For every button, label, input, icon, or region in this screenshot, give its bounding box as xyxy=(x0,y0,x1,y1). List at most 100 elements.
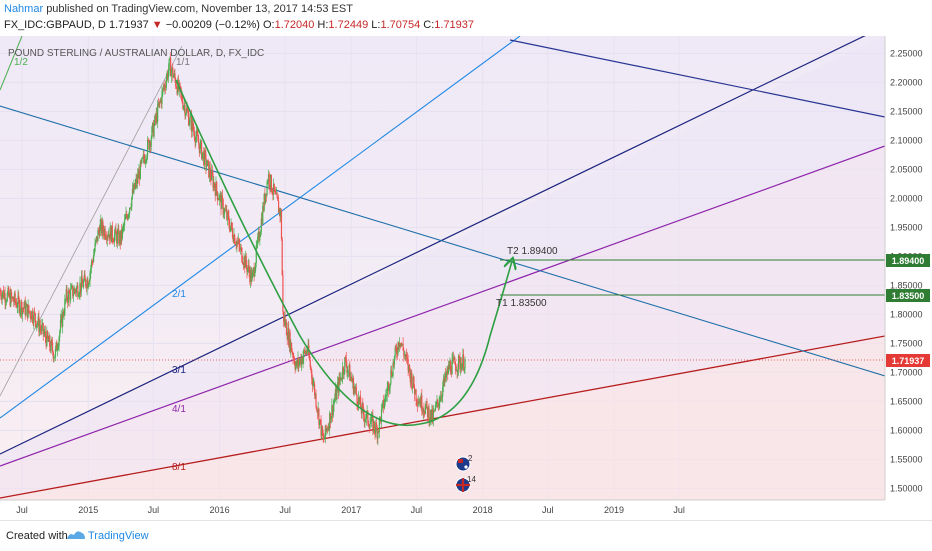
candle-body xyxy=(90,261,93,269)
candle-body xyxy=(303,349,306,352)
candle-body xyxy=(29,312,31,318)
tradingview-logo-icon[interactable] xyxy=(66,528,86,542)
candle-body xyxy=(52,351,54,359)
candle-body xyxy=(40,328,42,331)
flag-au-star-icon xyxy=(464,465,468,469)
candle-body xyxy=(366,410,368,413)
candle-body xyxy=(203,151,205,165)
candle-body xyxy=(44,331,46,339)
price-axis[interactable] xyxy=(885,36,932,500)
candle-body xyxy=(18,300,21,314)
candle-body xyxy=(80,283,82,292)
candle-body xyxy=(171,67,173,71)
candle-body xyxy=(24,301,26,315)
event-flag-uk[interactable]: 14 xyxy=(455,475,476,493)
candle-body xyxy=(447,364,450,375)
candle-body xyxy=(175,79,177,87)
candle-body xyxy=(404,354,406,357)
candle-body xyxy=(37,316,39,324)
candle-body xyxy=(116,233,118,244)
candle-body xyxy=(461,363,463,371)
candle-body xyxy=(160,99,162,104)
candle-body xyxy=(85,286,88,289)
flag-au-stripe xyxy=(458,459,463,463)
candle-body xyxy=(267,181,269,183)
y-tick-label: 2.20000 xyxy=(890,77,923,87)
candle-body xyxy=(127,215,129,220)
candle-body xyxy=(454,358,456,365)
candle-body xyxy=(249,270,252,282)
candle-body xyxy=(8,288,10,297)
event-flag-au[interactable]: 2 xyxy=(455,454,473,472)
candle-body xyxy=(209,167,211,177)
header-bar: Nahmar published on TradingView.com, Nov… xyxy=(0,0,932,36)
candle-body xyxy=(332,405,334,416)
candle-body xyxy=(146,140,149,156)
candle-body xyxy=(311,378,314,386)
candle-body xyxy=(206,160,208,166)
candle-body xyxy=(94,242,96,252)
candle-body xyxy=(270,174,272,189)
candle-body xyxy=(288,327,290,346)
candle-body xyxy=(38,316,40,332)
candle-body xyxy=(28,311,31,313)
candle-body xyxy=(349,376,352,381)
candle-body xyxy=(462,354,464,364)
candle-body xyxy=(77,295,80,297)
candle-body xyxy=(22,307,24,309)
author-link[interactable]: Nahmar xyxy=(4,3,44,15)
candle-body xyxy=(204,150,206,154)
candle-body xyxy=(439,401,441,403)
tradingview-brand[interactable]: TradingView xyxy=(88,530,149,542)
candle-body xyxy=(382,400,384,404)
price-tag-last-text: 1.71937 xyxy=(892,356,925,366)
x-tick-label: 2015 xyxy=(78,505,98,515)
candle-body xyxy=(136,174,139,184)
candle-body xyxy=(369,423,371,429)
candle-body xyxy=(10,292,12,306)
candle-body xyxy=(105,237,107,239)
candle-body xyxy=(296,360,298,366)
candle-body xyxy=(123,225,125,227)
candle-body xyxy=(72,285,74,297)
candle-body xyxy=(107,236,109,237)
candle-body xyxy=(202,151,204,154)
candle-body xyxy=(105,238,108,240)
candle-body xyxy=(345,357,347,366)
candle-body xyxy=(162,88,164,92)
candle-body xyxy=(102,221,104,231)
candle-body xyxy=(82,281,85,288)
price-tag-last: 1.71937 xyxy=(886,354,930,367)
candle-body xyxy=(91,261,93,263)
price-chart[interactable]: 1/2 1/1 2/1 3/1 4/1 8/1 POUND STERLING /… xyxy=(0,36,932,520)
candle-body xyxy=(147,140,149,141)
candle-body xyxy=(439,396,442,402)
x-tick-label: Jul xyxy=(673,505,685,515)
candle-body xyxy=(398,343,401,348)
candle-body xyxy=(130,206,132,209)
candle-body xyxy=(137,174,139,179)
candle-body xyxy=(452,357,454,361)
candle-body xyxy=(365,412,368,419)
candle-body xyxy=(9,293,11,306)
candle-body xyxy=(4,293,6,303)
candle-body xyxy=(299,358,301,362)
candle-body xyxy=(73,288,75,294)
candle-body xyxy=(255,245,257,264)
candle-body xyxy=(51,340,53,344)
candle-body xyxy=(326,428,328,431)
time-axis[interactable] xyxy=(0,500,932,520)
fan-zone-navy xyxy=(0,36,885,466)
candle-body xyxy=(141,157,144,159)
candle-body xyxy=(401,343,403,346)
candle-body xyxy=(396,348,398,354)
candle-body xyxy=(328,426,330,430)
y-tick-label: 1.75000 xyxy=(890,338,923,348)
candle-body xyxy=(20,301,22,311)
candle-body xyxy=(463,368,465,371)
candle-body xyxy=(191,120,193,132)
candle-body xyxy=(172,67,174,78)
candle-body xyxy=(219,194,221,196)
fan-line-1-1 xyxy=(0,45,183,397)
candle-body xyxy=(54,348,57,358)
